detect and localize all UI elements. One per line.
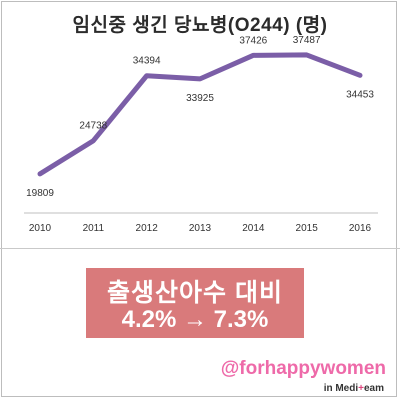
x-tick-2014: 2014 [242,223,265,234]
data-label-2010: 19809 [26,188,54,199]
x-tick-layer: 2010 2011 2012 2013 2014 2015 2016 [29,223,372,234]
data-label-2012: 34394 [133,56,161,67]
series-line [37,52,363,177]
x-tick-2010: 2010 [29,223,52,234]
data-label-2013: 33925 [186,93,214,104]
data-label-2011: 24738 [79,121,107,132]
social-handle: @forhappywomen [220,358,386,379]
section-divider [0,248,400,249]
data-label-2014: 37426 [239,35,267,46]
brand-suffix: eam [363,383,384,394]
x-tick-2012: 2012 [136,223,159,234]
data-label-2015: 37487 [293,35,321,46]
data-label-layer: 19809 24738 34394 33925 37426 37487 34453 [26,35,374,199]
brand-mark: in Medi+eam [324,383,384,394]
line-chart: 19809 24738 34394 33925 37426 37487 34453 2010… [24,35,378,234]
x-tick-2013: 2013 [189,223,212,234]
x-tick-2016: 2016 [349,223,372,234]
x-tick-2011: 2011 [83,223,105,234]
brand-plus-sign: + [358,383,364,394]
chart-title: 임신중 생긴 당뇨병(O244) (명) [72,15,328,36]
brand-prefix: in Medi [323,383,359,394]
banner-heading: 출생산아수 대비 [107,279,283,307]
x-tick-2015: 2015 [296,223,319,234]
series-layer [37,52,363,177]
banner-ratio: 4.2% → 7.3% [121,306,269,333]
data-label-2016: 34453 [346,89,374,100]
ratio-banner: 출생산아수 대비 4.2% → 7.3% [86,268,304,338]
